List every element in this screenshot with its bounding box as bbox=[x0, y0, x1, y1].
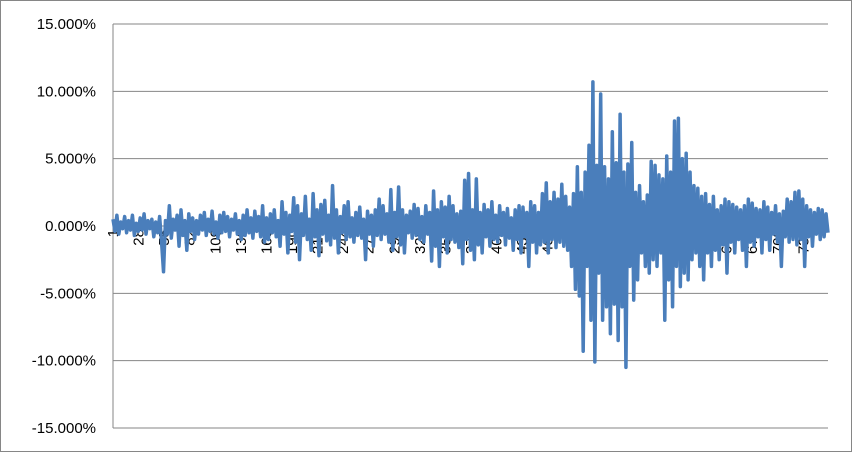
series-line bbox=[111, 80, 830, 370]
y-tick-label: 0.000% bbox=[45, 218, 96, 235]
y-tick-label: -15.000% bbox=[32, 420, 96, 437]
series-group bbox=[111, 80, 830, 370]
y-tick-label: 5.000% bbox=[45, 151, 96, 168]
y-tick-label: 10.000% bbox=[37, 83, 96, 100]
y-axis: 15.000% 10.000% 5.000% 0.000% -5.000% -10.000… bbox=[32, 16, 114, 437]
y-tick-label: -5.000% bbox=[40, 285, 96, 302]
gridlines bbox=[113, 23, 828, 429]
x-tick-label: 1 bbox=[105, 229, 122, 237]
x-tick-label: 109 bbox=[207, 229, 224, 254]
y-tick-label: 15.000% bbox=[37, 16, 96, 33]
y-tick-label: -10.000% bbox=[32, 353, 96, 370]
